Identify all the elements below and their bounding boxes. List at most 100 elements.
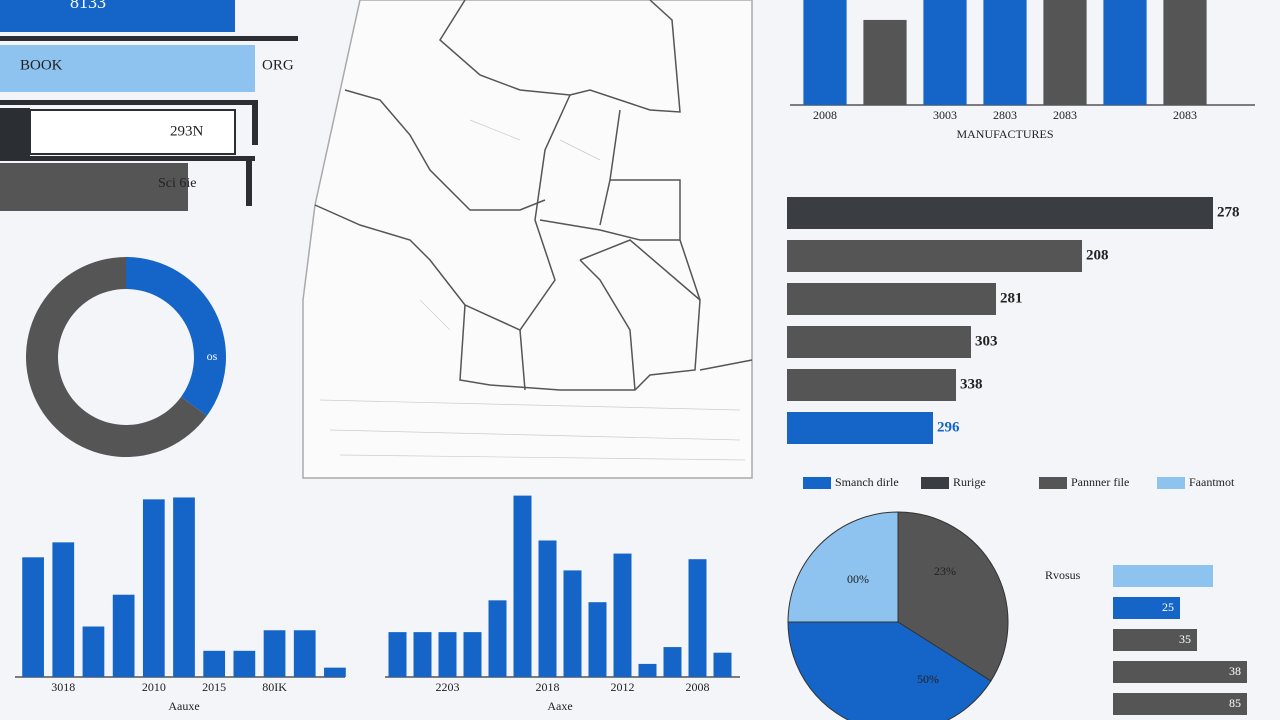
bar: [263, 630, 286, 677]
bar: [488, 600, 507, 677]
row-label: Sci 6ie: [158, 176, 197, 191]
x-axis-title: Aauxe: [168, 699, 199, 713]
divider: [252, 100, 258, 145]
slice: [126, 257, 227, 416]
bar: [787, 369, 956, 401]
bar: [1103, 0, 1147, 105]
x-tick-label: 3018: [51, 680, 75, 694]
bar: [233, 650, 256, 677]
bar: [82, 626, 105, 677]
row-bar: [0, 45, 255, 92]
legend-label: Smanch dirle: [835, 475, 899, 489]
slice-label: 00%: [847, 572, 869, 586]
bar: [203, 650, 226, 677]
bar: [413, 632, 432, 677]
x-tick-label: 2083: [1173, 108, 1197, 122]
x-tick-label: 2015: [202, 680, 226, 694]
divider: [246, 156, 252, 206]
bar: [112, 594, 135, 677]
bar: [787, 197, 1213, 229]
x-tick-label: 2008: [686, 680, 710, 694]
bar-label: 303: [975, 333, 998, 349]
row-label: BOOK: [20, 57, 63, 73]
slice-label: os: [207, 349, 218, 363]
bar: [713, 652, 732, 677]
bar: [688, 559, 707, 677]
bar: [1113, 597, 1180, 619]
bar: [1113, 693, 1247, 715]
bar: [613, 553, 632, 677]
slice-label: 50%: [917, 672, 939, 686]
row-bar: [0, 163, 188, 211]
bar-label: 35: [1179, 632, 1191, 646]
bar: [983, 0, 1027, 105]
bar: [513, 495, 532, 677]
map-texture: [319, 119, 746, 461]
x-tick-label: 2012: [611, 680, 635, 694]
bar: [1163, 0, 1207, 105]
row-label: ORG: [262, 57, 294, 73]
x-tick-label: 2008: [813, 108, 837, 122]
x-axis-title: Aaxe: [547, 699, 572, 713]
header-bar: [0, 0, 235, 32]
bar-label: 25: [1162, 600, 1174, 614]
x-tick-label: 3003: [933, 108, 957, 122]
bar: [787, 326, 971, 358]
legend-label: Rurige: [953, 475, 986, 489]
bar: [588, 602, 607, 677]
x-tick-label: 2803: [993, 108, 1017, 122]
bar: [463, 632, 482, 677]
map: [302, 0, 753, 479]
row-box: [29, 109, 236, 155]
bar: [388, 632, 407, 677]
slice: [787, 511, 899, 623]
bar: [787, 412, 933, 444]
slice-label: 23%: [934, 564, 956, 578]
bar: [1113, 629, 1197, 651]
bar-label: 208: [1086, 247, 1109, 263]
bar: [293, 630, 316, 677]
slice: [897, 511, 1009, 682]
bar: [638, 663, 657, 677]
x-axis-title: MANUFACTURES: [956, 127, 1053, 141]
slice: [26, 257, 207, 457]
row-label: 293N: [170, 123, 204, 139]
slice: [787, 621, 992, 720]
legend-label: Pannner file: [1071, 475, 1129, 489]
bar: [438, 632, 457, 677]
x-tick-label: 2203: [436, 680, 460, 694]
bar: [787, 240, 1082, 272]
x-tick-label: 2083: [1053, 108, 1077, 122]
x-tick-label: 2010: [142, 680, 166, 694]
bar: [173, 497, 195, 677]
x-tick-label: 80IK: [262, 680, 287, 694]
bar-label: 38: [1229, 664, 1241, 678]
bar: [142, 499, 165, 677]
bar-label: 85: [1229, 696, 1241, 710]
row-bar: [0, 108, 30, 156]
bar-label: 281: [1000, 290, 1023, 306]
legend-swatch: [921, 477, 949, 489]
header-title: 8133: [70, 0, 106, 12]
legend-label: Faantmot: [1189, 475, 1235, 489]
x-tick-label: 2018: [536, 680, 560, 694]
divider: [0, 156, 255, 161]
bar: [538, 540, 557, 677]
bar: [863, 19, 907, 106]
bar: [52, 542, 75, 677]
divider: [0, 36, 298, 41]
bar: [1043, 0, 1087, 105]
bar: [563, 570, 582, 677]
bar-label: 278: [1217, 204, 1240, 220]
bar: [324, 667, 346, 677]
bar: [923, 0, 967, 105]
bar: [22, 557, 44, 677]
legend-swatch: [1157, 477, 1185, 489]
category-label: Rvosus: [1045, 568, 1081, 582]
divider: [0, 100, 258, 105]
bar: [1113, 661, 1247, 683]
legend-swatch: [803, 477, 831, 489]
legend-swatch: [1039, 477, 1067, 489]
